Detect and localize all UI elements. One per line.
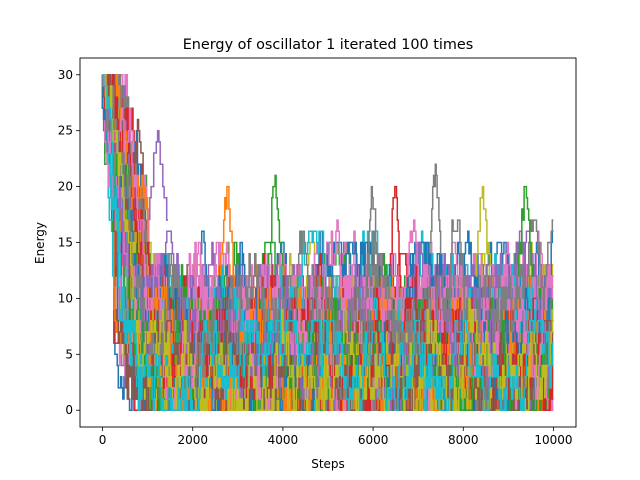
series-layer <box>101 74 554 411</box>
peak-excursion-6 <box>429 163 443 255</box>
series-line-100 <box>102 74 554 411</box>
x-tick-label: 8000 <box>448 433 479 447</box>
x-axis-label: Steps <box>311 457 345 471</box>
series-line-98 <box>101 74 554 411</box>
peak-excursion-4 <box>366 185 379 288</box>
y-tick-label: 15 <box>58 236 73 250</box>
peak-excursion-5 <box>388 185 402 288</box>
x-tick-label: 10000 <box>534 433 572 447</box>
peak-excursion-2 <box>219 185 236 288</box>
chart-title: Energy of oscillator 1 iterated 100 time… <box>183 37 474 53</box>
y-axis-label: Energy <box>33 222 47 264</box>
y-tick-label: 20 <box>58 180 73 194</box>
y-tick-label: 0 <box>65 403 73 417</box>
y-tick-label: 10 <box>58 291 73 305</box>
x-tick-label: 4000 <box>268 433 299 447</box>
peak-excursion-7 <box>475 185 492 277</box>
x-tick-label: 2000 <box>177 433 208 447</box>
y-tick-label: 25 <box>58 124 73 138</box>
x-tick-label: 0 <box>99 433 107 447</box>
peak-excursion-8 <box>517 185 535 277</box>
y-tick-label: 5 <box>65 347 73 361</box>
y-axis-ticks: 0 5 10 15 20 25 30 <box>58 68 80 417</box>
x-tick-label: 6000 <box>358 433 389 447</box>
y-tick-label: 30 <box>58 68 73 82</box>
x-axis-ticks: 0 2000 4000 6000 8000 10000 <box>99 427 573 447</box>
peak-excursion-3 <box>267 174 284 266</box>
peak-excursion-1 <box>149 129 168 221</box>
